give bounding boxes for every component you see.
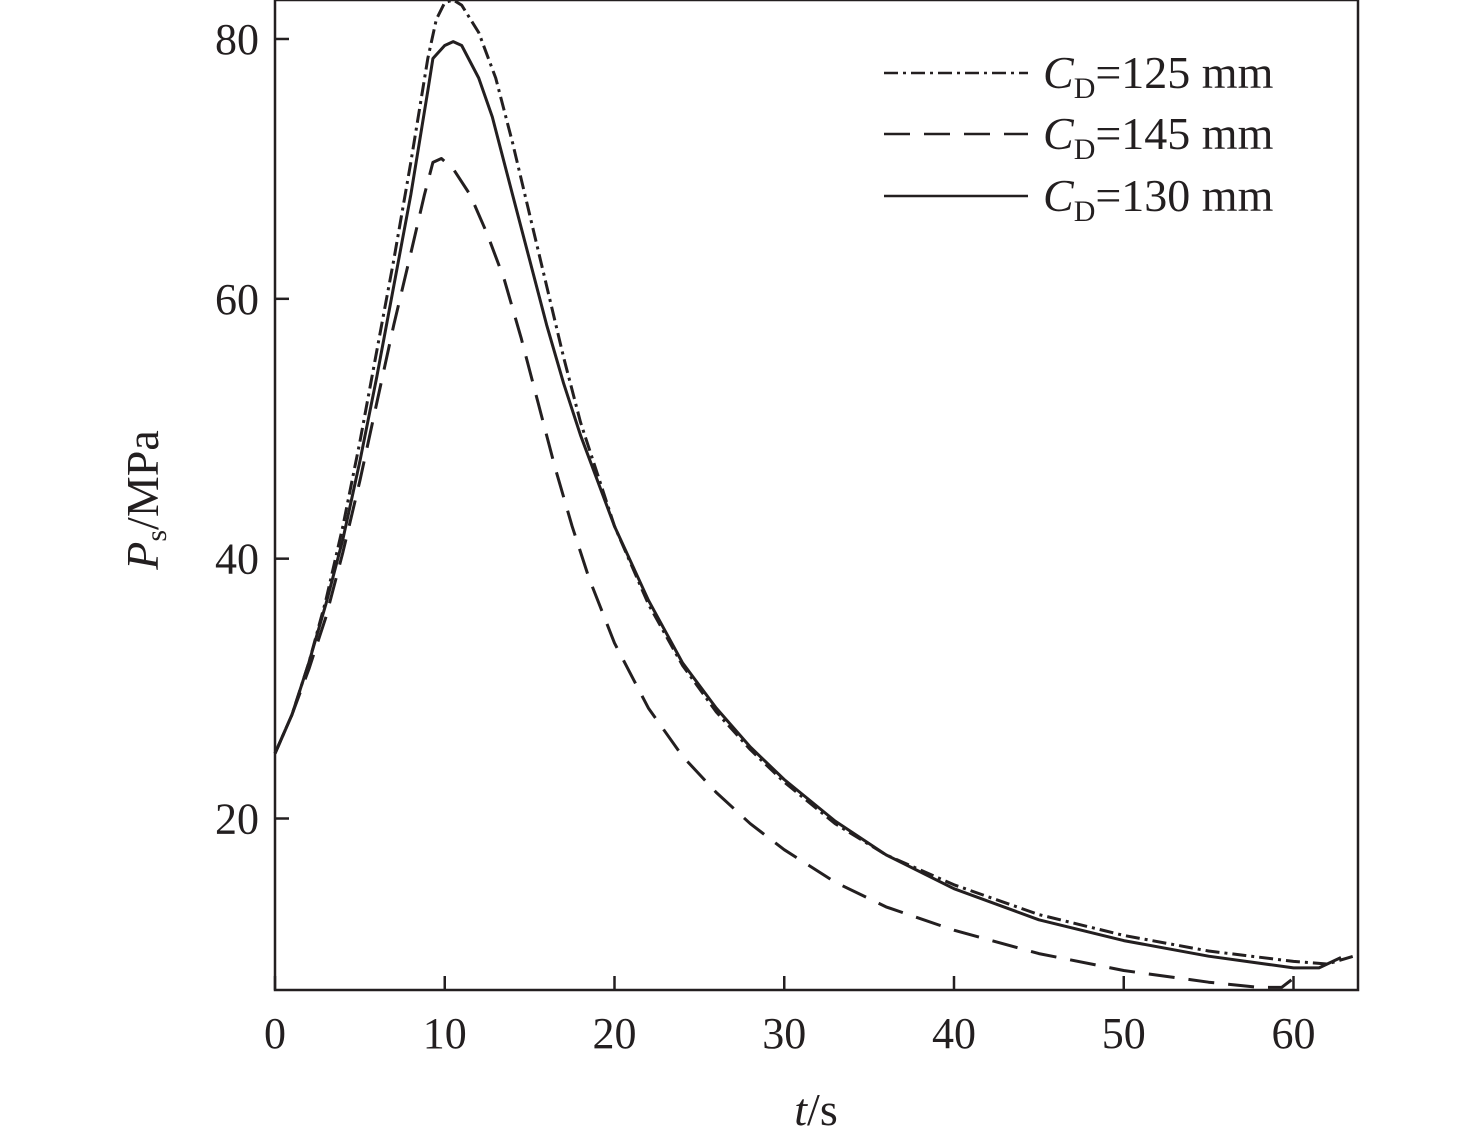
- x-axis-label: t/s: [794, 1084, 837, 1135]
- legend-label-cd-125: CD=125 mm: [1043, 47, 1274, 105]
- y-axis-label-var: P: [117, 542, 168, 571]
- x-tick-label: 0: [264, 1009, 286, 1058]
- plot-area: 0 10 20 30 40 50 60 20 40 60 80: [215, 0, 1360, 1058]
- y-axis-label-unit: /MPa: [117, 430, 168, 530]
- series-line-145: [273, 157, 1298, 989]
- y-tick-label: 20: [215, 795, 259, 844]
- x-axis-label-unit: /s: [807, 1084, 838, 1135]
- x-tick-label: 60: [1271, 1009, 1315, 1058]
- x-axis-ticks: 0 10 20 30 40 50 60: [264, 976, 1315, 1058]
- x-axis-label-var: t: [794, 1084, 808, 1135]
- y-tick-label: 80: [215, 15, 259, 64]
- x-tick-label: 40: [932, 1009, 976, 1058]
- y-tick-label: 60: [215, 275, 259, 324]
- y-axis-ticks: 20 40 60 80: [215, 15, 289, 844]
- plot-frame: [273, 0, 1360, 992]
- y-tick-label: 40: [215, 535, 259, 584]
- legend: CD=125 mm CD=145 mm CD=130 mm: [884, 47, 1274, 228]
- series-line-130: [273, 40, 1342, 970]
- x-tick-label: 10: [423, 1009, 467, 1058]
- legend-entry-cd-125: CD=125 mm: [884, 47, 1274, 105]
- legend-entry-cd-130: CD=130 mm: [884, 170, 1274, 228]
- legend-label-cd-145: CD=145 mm: [1043, 108, 1274, 166]
- x-tick-label: 50: [1102, 1009, 1146, 1058]
- legend-label-cd-130: CD=130 mm: [1043, 170, 1274, 228]
- y-axis-label-sub: s: [140, 530, 173, 542]
- legend-entry-cd-145: CD=145 mm: [884, 108, 1274, 166]
- y-axis-label: Ps/MPa: [117, 430, 173, 570]
- x-tick-label: 30: [762, 1009, 806, 1058]
- x-tick-label: 20: [592, 1009, 636, 1058]
- series-lines: [273, 0, 1359, 989]
